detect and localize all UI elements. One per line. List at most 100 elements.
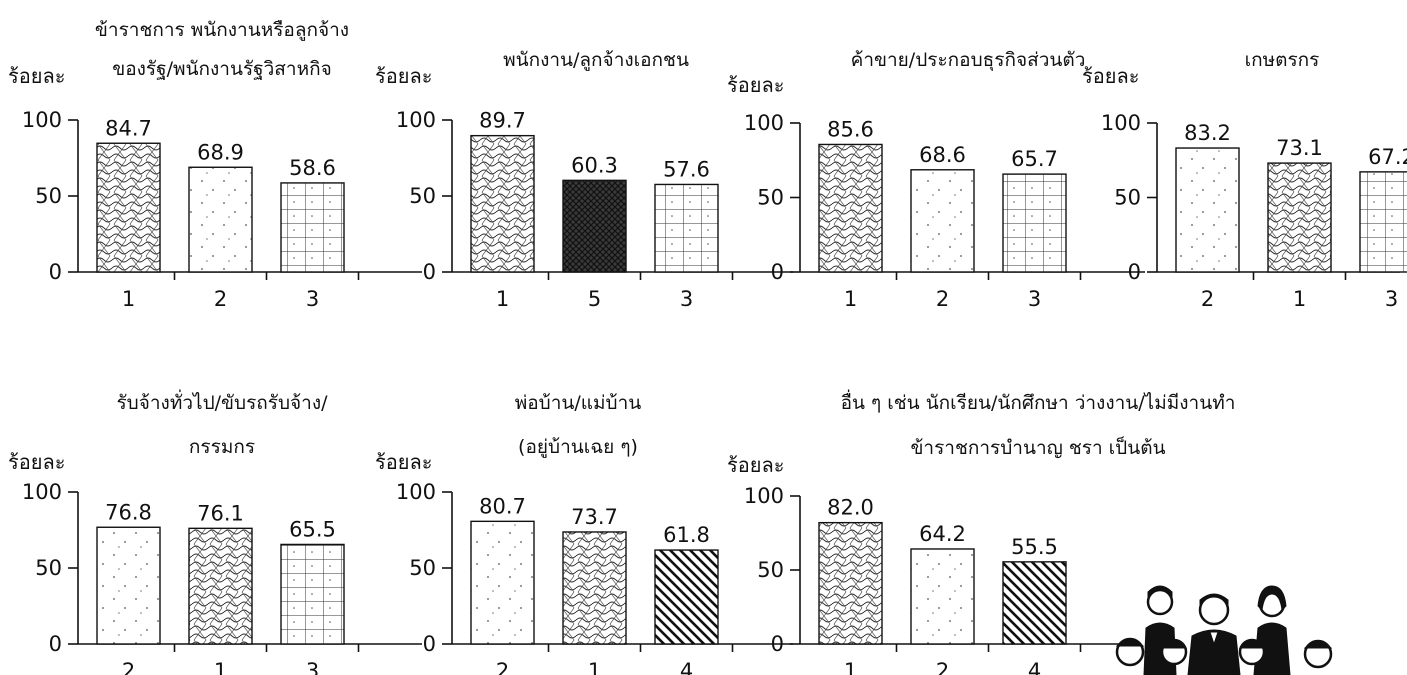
chart-title: เกษตรกร: [1245, 49, 1320, 71]
x-tick-label: 4: [680, 659, 693, 675]
bar-value-label: 55.5: [1011, 535, 1058, 559]
y-tick-label: 100: [396, 480, 436, 504]
bar-value-label: 80.7: [479, 494, 526, 518]
y-tick-label: 50: [757, 186, 784, 210]
bar: [188, 527, 253, 645]
bar-value-label: 64.2: [919, 522, 966, 546]
bar: [470, 520, 535, 645]
bar: [470, 134, 535, 273]
bar-value-label: 73.7: [571, 505, 618, 529]
x-tick-label: 1: [844, 659, 857, 675]
x-tick-label: 1: [214, 659, 227, 675]
bar: [910, 169, 975, 273]
y-tick-label: 0: [49, 260, 62, 284]
y-tick-label: 0: [771, 260, 784, 284]
charts-layer: ข้าราชการ พนักงานหรือลูกจ้างของรัฐ/พนักง…: [8, 19, 1407, 675]
chart-panel: อื่น ๆ เช่น นักเรียน/นักศึกษา ว่างงาน/ไม…: [727, 389, 1235, 675]
bar: [654, 183, 719, 273]
bar: [96, 142, 161, 273]
y-axis-label: ร้อยละ: [375, 64, 432, 88]
chart-panel: ข้าราชการ พนักงานหรือลูกจ้างของรัฐ/พนักง…: [8, 19, 422, 311]
x-tick-label: 4: [1028, 659, 1041, 675]
y-tick-label: 100: [744, 484, 784, 508]
x-tick-label: 3: [306, 659, 319, 675]
bar-value-label: 83.2: [1184, 121, 1231, 145]
bar: [654, 549, 719, 645]
x-tick-label: 5: [588, 287, 601, 311]
y-axis-label: ร้อยละ: [8, 450, 65, 474]
y-tick-label: 0: [1128, 260, 1141, 284]
y-tick-label: 0: [423, 632, 436, 656]
bar-value-label: 67.2: [1368, 145, 1407, 169]
chart-title: พ่อบ้าน/แม่บ้าน: [515, 392, 642, 414]
y-tick-label: 100: [396, 108, 436, 132]
x-tick-label: 2: [496, 659, 509, 675]
bar-value-label: 84.7: [105, 116, 152, 140]
x-tick-label: 1: [844, 287, 857, 311]
chart-title: รับจ้างทั่วไป/ขับรถรับจ้าง/: [116, 389, 328, 414]
y-tick-label: 50: [35, 556, 62, 580]
bar-value-label: 76.1: [197, 501, 244, 525]
y-tick-label: 0: [771, 632, 784, 656]
y-tick-label: 100: [22, 480, 62, 504]
x-tick-label: 2: [936, 287, 949, 311]
y-tick-label: 50: [409, 184, 436, 208]
bar: [280, 543, 345, 645]
bar: [188, 166, 253, 273]
bar-value-label: 85.6: [827, 117, 874, 141]
chart-title: ค้าขาย/ประกอบธุรกิจส่วนตัว: [851, 49, 1086, 72]
bar: [1267, 162, 1332, 273]
y-tick-label: 0: [49, 632, 62, 656]
x-tick-label: 3: [306, 287, 319, 311]
chart-title: ของรัฐ/พนักงานรัฐวิสาหกิจ: [112, 58, 332, 80]
y-tick-label: 50: [35, 184, 62, 208]
bar: [910, 548, 975, 645]
y-tick-label: 100: [744, 111, 784, 135]
y-tick-label: 0: [423, 260, 436, 284]
y-axis-label: ร้อยละ: [8, 64, 65, 88]
bar: [1175, 147, 1240, 273]
x-tick-label: 1: [122, 287, 135, 311]
x-tick-label: 2: [936, 659, 949, 675]
x-tick-label: 1: [496, 287, 509, 311]
bar-value-label: 82.0: [827, 496, 874, 520]
people-group-icon: [1115, 585, 1333, 675]
bar-value-label: 61.8: [663, 523, 710, 547]
bar-value-label: 76.8: [105, 500, 152, 524]
chart-title: ข้าราชการ พนักงานหรือลูกจ้าง: [95, 19, 349, 41]
x-tick-label: 2: [1201, 287, 1214, 311]
chart-title: ข้าราชการบำนาญ ชรา เป็นต้น: [910, 435, 1165, 459]
bar-value-label: 65.7: [1011, 147, 1058, 171]
bar-value-label: 89.7: [479, 109, 526, 133]
y-axis-label: ร้อยละ: [375, 450, 432, 474]
bar-value-label: 68.9: [197, 140, 244, 164]
bar: [562, 531, 627, 645]
bar-value-label: 60.3: [571, 153, 618, 177]
chart-title: กรรมกร: [189, 436, 255, 458]
chart-panel: ค้าขาย/ประกอบธุรกิจส่วนตัวร้อยละ 0 50 100 85…: [727, 49, 1145, 311]
bar-value-label: 73.1: [1276, 136, 1323, 160]
x-tick-label: 1: [588, 659, 601, 675]
y-axis-label: ร้อยละ: [727, 73, 784, 97]
bar: [562, 179, 627, 273]
x-tick-label: 1: [1293, 287, 1306, 311]
bar-value-label: 68.6: [919, 143, 966, 167]
y-tick-label: 50: [1114, 186, 1141, 210]
y-tick-label: 100: [1101, 111, 1141, 135]
x-tick-label: 2: [122, 659, 135, 675]
chart-title: อื่น ๆ เช่น นักเรียน/นักศึกษา ว่างงาน/ไม…: [841, 389, 1236, 414]
bar: [96, 526, 161, 645]
x-tick-label: 2: [214, 287, 227, 311]
chart-panel: พ่อบ้าน/แม่บ้าน (อยู่บ้านเฉย ๆ) ร้อยละ 0 50 1…: [375, 392, 793, 675]
bar: [280, 182, 345, 273]
bar-value-label: 65.5: [289, 517, 336, 541]
x-tick-label: 3: [1385, 287, 1398, 311]
y-axis-label: ร้อยละ: [727, 453, 784, 477]
bar: [1002, 561, 1067, 645]
y-tick-label: 50: [409, 556, 436, 580]
x-tick-label: 3: [680, 287, 693, 311]
y-tick-label: 50: [757, 558, 784, 582]
